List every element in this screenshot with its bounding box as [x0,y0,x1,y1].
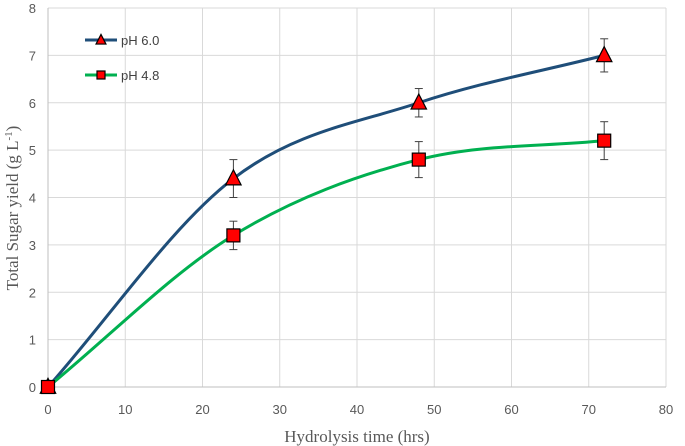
x-tick-label: 10 [118,402,132,417]
data-point-ph-4-8 [597,133,612,148]
y-tick-label: 3 [29,238,36,253]
y-tick-label: 0 [29,380,36,395]
y-tick-label: 2 [29,285,36,300]
legend: pH 6.0 pH 4.8 [85,33,159,83]
legend-marker [96,70,106,80]
legend-label: pH 6.0 [121,33,159,48]
gridlines [48,7,667,387]
y-tick-label: 5 [29,143,36,158]
axes [47,8,666,388]
x-tick-label: 30 [273,402,287,417]
legend-item-ph-6-0: pH 6.0 [85,33,159,48]
data-point-ph-6-0 [224,168,243,186]
y-axis-title: Total Sugar yield (g L-1) [3,126,22,291]
legend-label: pH 4.8 [121,68,159,83]
legend-item-ph-4-8: pH 4.8 [85,68,159,83]
y-tick-label: 6 [29,96,36,111]
x-tick-label: 20 [195,402,209,417]
data-point-ph-6-0 [595,45,613,63]
data-point-ph-4-8 [40,379,56,395]
x-tick-label: 80 [659,402,673,417]
legend-marker [95,33,107,45]
y-tick-label: 1 [29,333,36,348]
series-line-ph-6-0 [46,53,605,388]
series-lines [46,53,605,389]
data-point-ph-4-8 [226,228,241,243]
x-tick-label: 0 [44,402,51,417]
tick-labels: 0 10 20 30 40 50 60 70 80 0 1 2 3 4 5 6 7 8 [29,1,673,417]
x-tick-label: 50 [427,402,441,417]
series-line-ph-4-8 [47,139,605,389]
y-tick-label: 4 [29,191,36,206]
x-tick-label: 60 [504,402,518,417]
y-tick-label: 8 [29,1,36,16]
data-point-ph-4-8 [411,152,426,167]
x-tick-label: 40 [350,402,364,417]
data-point-ph-6-0 [410,92,428,110]
x-axis-title: Hydrolysis time (hrs) [284,427,429,446]
data-markers [39,45,613,395]
x-tick-label: 70 [582,402,596,417]
y-tick-label: 7 [29,48,36,63]
